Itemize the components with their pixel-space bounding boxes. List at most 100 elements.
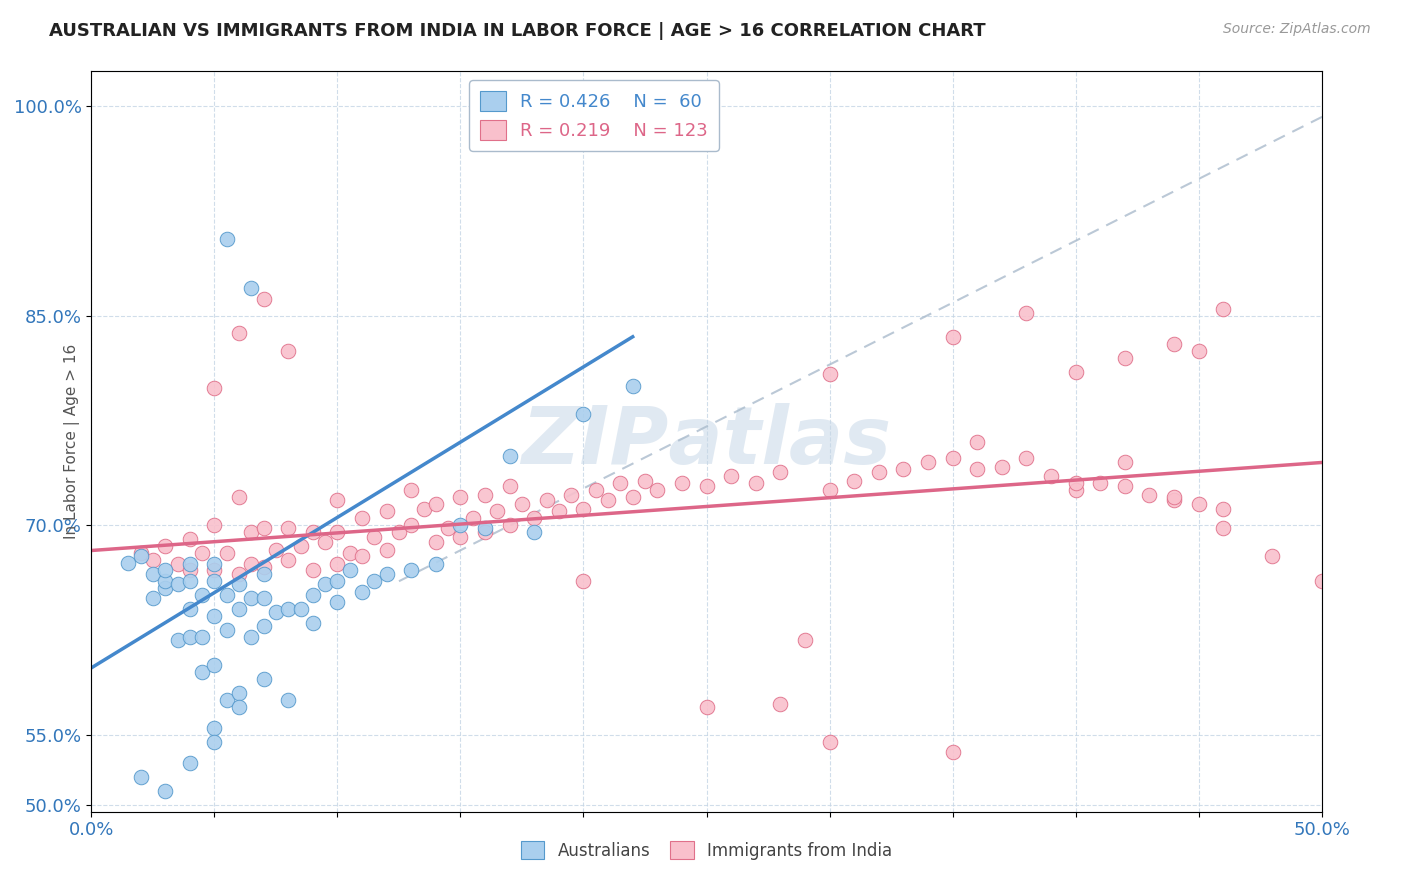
Point: [1015, 306, 1038, 320]
Point: [191, 630, 214, 644]
Point: [166, 558, 188, 572]
Point: [399, 563, 422, 577]
Point: [818, 483, 841, 498]
Point: [1187, 497, 1209, 511]
Point: [818, 735, 841, 749]
Point: [572, 407, 595, 421]
Point: [253, 591, 276, 605]
Point: [536, 493, 558, 508]
Point: [1088, 476, 1111, 491]
Point: [202, 381, 225, 395]
Point: [388, 525, 411, 540]
Point: [228, 700, 250, 714]
Point: [917, 455, 939, 469]
Point: [868, 465, 890, 479]
Text: ZIP​atlas: ZIP​atlas: [522, 402, 891, 481]
Point: [1015, 451, 1038, 466]
Point: [166, 577, 188, 591]
Point: [301, 588, 323, 602]
Point: [793, 632, 815, 647]
Point: [572, 574, 595, 589]
Point: [301, 525, 323, 540]
Point: [1310, 574, 1333, 589]
Point: [621, 378, 644, 392]
Point: [179, 563, 201, 577]
Point: [449, 491, 471, 505]
Point: [399, 518, 422, 533]
Point: [1064, 476, 1087, 491]
Point: [596, 493, 619, 508]
Point: [153, 784, 177, 798]
Point: [425, 558, 447, 572]
Point: [228, 567, 250, 582]
Point: [1114, 351, 1136, 365]
Point: [215, 232, 238, 246]
Point: [375, 567, 398, 582]
Point: [412, 501, 434, 516]
Point: [202, 574, 225, 589]
Point: [142, 553, 165, 567]
Point: [166, 632, 188, 647]
Point: [240, 558, 263, 572]
Point: [486, 504, 509, 518]
Point: [153, 539, 177, 553]
Point: [314, 577, 336, 591]
Point: [842, 474, 865, 488]
Point: [301, 563, 323, 577]
Point: [634, 474, 657, 488]
Point: [560, 488, 582, 502]
Point: [202, 658, 225, 673]
Point: [191, 665, 214, 679]
Point: [240, 591, 263, 605]
Point: [474, 525, 496, 540]
Point: [352, 549, 374, 563]
Point: [498, 479, 520, 493]
Point: [253, 672, 276, 686]
Point: [179, 574, 201, 589]
Point: [1064, 483, 1087, 498]
Point: [326, 493, 349, 508]
Point: [179, 533, 201, 547]
Point: [277, 553, 299, 567]
Point: [228, 602, 250, 616]
Point: [437, 521, 460, 535]
Point: [202, 735, 225, 749]
Point: [228, 577, 250, 591]
Point: [449, 518, 471, 533]
Point: [1114, 479, 1136, 493]
Point: [510, 497, 533, 511]
Y-axis label: In Labor Force | Age > 16: In Labor Force | Age > 16: [65, 344, 80, 539]
Point: [117, 556, 139, 570]
Point: [290, 539, 312, 553]
Point: [990, 459, 1012, 474]
Point: [301, 616, 323, 631]
Point: [202, 721, 225, 735]
Point: [1212, 301, 1234, 316]
Point: [129, 549, 152, 563]
Point: [277, 602, 299, 616]
Point: [363, 529, 385, 543]
Point: [1163, 493, 1185, 508]
Point: [720, 469, 742, 483]
Point: [941, 330, 963, 344]
Point: [253, 619, 276, 633]
Point: [253, 567, 276, 582]
Point: [240, 525, 263, 540]
Legend: Australians, Immigrants from India: Australians, Immigrants from India: [515, 834, 898, 866]
Point: [129, 546, 152, 560]
Point: [523, 511, 546, 525]
Point: [1163, 336, 1185, 351]
Point: [695, 479, 717, 493]
Point: [1064, 365, 1087, 379]
Point: [339, 563, 361, 577]
Point: [277, 521, 299, 535]
Point: [1039, 469, 1063, 483]
Point: [474, 488, 496, 502]
Point: [153, 574, 177, 589]
Point: [264, 605, 287, 619]
Point: [153, 581, 177, 595]
Point: [671, 476, 693, 491]
Text: Source: ZipAtlas.com: Source: ZipAtlas.com: [1223, 22, 1371, 37]
Point: [277, 693, 299, 707]
Point: [1212, 521, 1234, 535]
